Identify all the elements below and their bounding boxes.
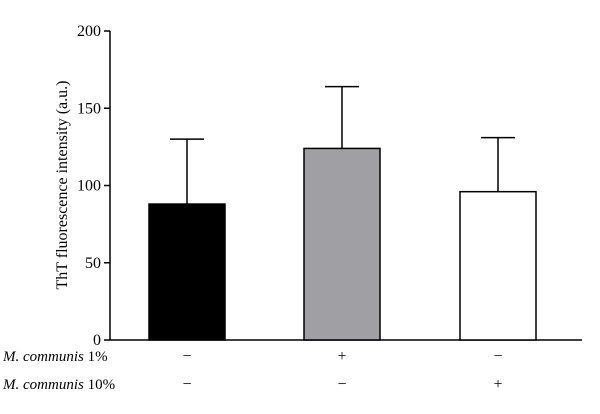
bar [148,203,226,341]
treatment-sign: − [182,376,191,393]
treatment-sign: − [182,348,191,365]
bars [148,147,537,341]
treatment-row-label: M. communis 1% [2,349,108,365]
y-tick-label: 50 [85,255,101,272]
treatment-sign: + [493,376,502,393]
y-tick-label: 150 [77,100,101,117]
y-axis-ticks: 0 50 100 150 200 [77,23,110,349]
treatment-sign: − [493,348,502,365]
y-tick-label: 100 [77,178,101,195]
y-tick-label: 200 [77,23,101,40]
treatment-sign: − [337,376,346,393]
error-bars [170,85,515,205]
treatment-sign: + [337,348,346,365]
y-tick-label: 0 [93,332,101,349]
bar [459,190,537,341]
y-axis-title: ThT fluorescence intensity (a.u.) [54,81,71,290]
bar [303,147,381,341]
treatment-table: M. communis 1% − + − M. communis 10% − − + [2,348,503,393]
treatment-row-label: M. communis 10% [2,377,115,393]
